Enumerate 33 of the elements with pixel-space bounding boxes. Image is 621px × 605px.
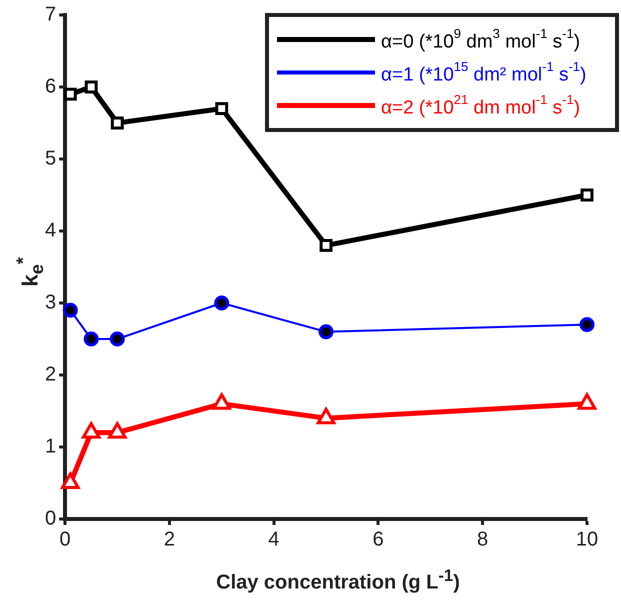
x-tick-label: 6 [372, 528, 384, 551]
point [215, 102, 228, 116]
x-tick-label: 10 [576, 528, 598, 551]
y-tick-label: 1 [45, 436, 56, 458]
y-tick-label: 6 [45, 76, 56, 98]
y-tick-label: 7 [45, 4, 56, 26]
point [320, 238, 333, 252]
point [108, 422, 127, 439]
point [580, 317, 594, 332]
x-tick-label: 0 [60, 528, 71, 551]
point [62, 302, 78, 318]
point [84, 80, 98, 94]
point [61, 472, 80, 489]
x-tick-label: 8 [477, 528, 488, 551]
y-tick-label: 2 [45, 364, 56, 386]
point [110, 332, 125, 346]
point [214, 296, 230, 310]
point [316, 408, 336, 424]
y-tick-label: 3 [45, 292, 56, 314]
point [84, 332, 99, 346]
y-tick-label: 5 [45, 148, 56, 170]
point [64, 88, 77, 101]
x-tick-label: 2 [164, 528, 176, 551]
point [578, 393, 596, 410]
point [212, 393, 231, 410]
point [82, 422, 101, 439]
y-tick-label: 4 [45, 220, 56, 242]
x-axis-title: Clay concentration (g L$^{-1}$) [215, 566, 461, 595]
point [318, 324, 334, 340]
y-tick-label: 0 [45, 508, 56, 530]
point [110, 116, 124, 130]
x-tick-label: 4 [268, 528, 280, 551]
point [580, 188, 594, 202]
